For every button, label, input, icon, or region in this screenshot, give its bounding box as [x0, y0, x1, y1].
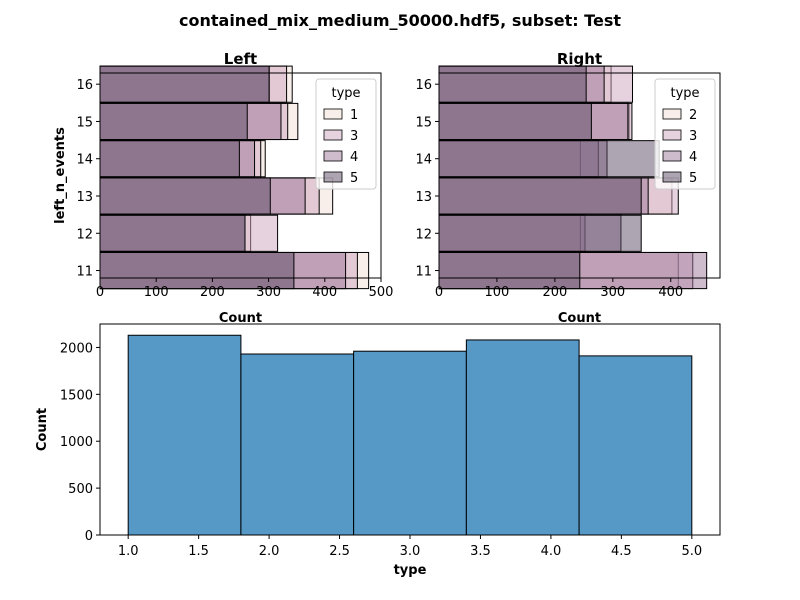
legend-label-1: 1: [350, 108, 358, 123]
plot-frame: [99, 72, 382, 279]
x-tick-label: 400: [312, 285, 337, 300]
x-axis-label: type: [394, 563, 427, 578]
legend-box: [315, 78, 377, 190]
x-tick-label: 4.5: [611, 544, 632, 559]
legend: type 1 3 4 5: [315, 78, 377, 190]
y-tick-label: 11: [415, 265, 432, 280]
histogram-bar-3: [353, 350, 467, 536]
bar-type-5-events-11: [99, 251, 295, 290]
legend-label-5: 5: [689, 171, 697, 186]
panel-title: Left: [224, 50, 257, 68]
bar-type-5-events-15: [99, 102, 248, 141]
chart-panels: 0 100 200 300 400 500111213141516LeftCountlef…: [35, 50, 721, 578]
x-tick-label: 1.5: [188, 544, 209, 559]
y-tick-label: 11: [76, 265, 93, 280]
histogram-bar-5: [578, 355, 693, 536]
panel-right: 0 100 200 300 400 11 12 13 14 15 16 Right Count type 2…: [415, 50, 721, 326]
legend-title: type: [670, 86, 699, 101]
y-tick-label: 15: [415, 115, 432, 130]
x-tick-label: 500: [369, 285, 394, 300]
bar-type-5-events-12: [438, 214, 642, 252]
legend-box: [654, 78, 716, 190]
x-tick-label: 2.0: [259, 544, 280, 559]
x-tick-label: 200: [542, 285, 567, 300]
x-tick-label: 3.0: [400, 544, 421, 559]
y-tick-label: 13: [76, 190, 93, 205]
legend-swatch-4: [323, 150, 343, 162]
legend-swatch-1: [323, 108, 343, 120]
y-tick-label: 12: [415, 227, 432, 242]
y-tick-label: 15: [76, 115, 93, 130]
x-axis-label: Count: [558, 311, 601, 326]
bar-type-5-events-15: [438, 102, 592, 141]
y-tick-label: 500: [68, 482, 93, 497]
panel-left: 0 100 200 300 400 500111213141516LeftCountlef…: [53, 50, 393, 326]
y-tick-label: 14: [415, 153, 432, 168]
legend-swatch-3: [662, 129, 682, 141]
y-tick-label: 1500: [60, 388, 93, 403]
legend-swatch-5: [662, 171, 682, 183]
legend-swatch-4: [662, 150, 682, 162]
y-axis-label: Count: [35, 408, 50, 451]
legend-label-4: 4: [350, 150, 358, 165]
y-tick-label: 13: [415, 190, 432, 205]
y-tick-label: 1000: [60, 435, 93, 450]
x-tick-label: 400: [658, 285, 683, 300]
y-tick-label: 16: [415, 78, 432, 93]
x-tick-label: 100: [485, 285, 510, 300]
y-tick-label: 12: [76, 227, 93, 242]
plot-frame: [438, 72, 721, 279]
panel-title: Right: [557, 50, 602, 68]
x-tick-label: 0: [96, 285, 104, 300]
y-tick-label: 0: [85, 529, 93, 544]
legend-label-2: 2: [689, 108, 697, 123]
bar-type-5-events-16: [438, 65, 587, 103]
y-tick-label: 16: [76, 78, 93, 93]
bar-type-5-events-12: [99, 214, 246, 252]
x-tick-label: 3.5: [470, 544, 491, 559]
x-tick-label: 4.0: [541, 544, 562, 559]
bar-type-5-events-13: [438, 177, 642, 215]
x-tick-label: 1.0: [118, 544, 139, 559]
x-axis-label: Count: [219, 311, 262, 326]
x-tick-label: 5.0: [681, 544, 702, 559]
x-tick-label: 300: [256, 285, 281, 300]
legend-swatch-5: [323, 171, 343, 183]
legend-label-3: 3: [350, 129, 358, 144]
y-axis-label: left_n_events: [53, 127, 68, 224]
legend-label-3: 3: [689, 129, 697, 144]
bar-type-5-events-11: [438, 251, 581, 290]
legend-label-5: 5: [350, 171, 358, 186]
legend-swatch-2: [662, 108, 682, 120]
legend-label-4: 4: [689, 150, 697, 165]
bar-type-5-events-16: [99, 65, 270, 103]
x-tick-label: 300: [600, 285, 625, 300]
x-tick-label: 0: [435, 285, 443, 300]
bar-type-5-events-14: [99, 140, 240, 178]
y-tick-label: 2000: [60, 341, 93, 356]
figure-suptitle: contained_mix_medium_50000.hdf5, subset:…: [179, 11, 621, 30]
histogram-bar-2: [240, 353, 355, 536]
y-tick-label: 14: [76, 153, 93, 168]
legend-title: type: [331, 86, 360, 101]
panel-type-histogram: 1.0 1.5 2.0 2.5 3.0 3.5 4.0 4.5 5.0 0 500 1000 1500 2…: [35, 323, 721, 578]
legend: type 2 3 4 5: [654, 78, 716, 190]
x-tick-label: 2.5: [329, 544, 350, 559]
histogram-bar-1: [127, 334, 242, 536]
histogram-bar-4: [465, 339, 580, 536]
bar-type-5-events-14: [438, 140, 660, 178]
bar-type-5-events-13: [99, 177, 271, 215]
x-tick-label: 200: [200, 285, 225, 300]
x-tick-label: 100: [144, 285, 169, 300]
legend-swatch-3: [323, 129, 343, 141]
